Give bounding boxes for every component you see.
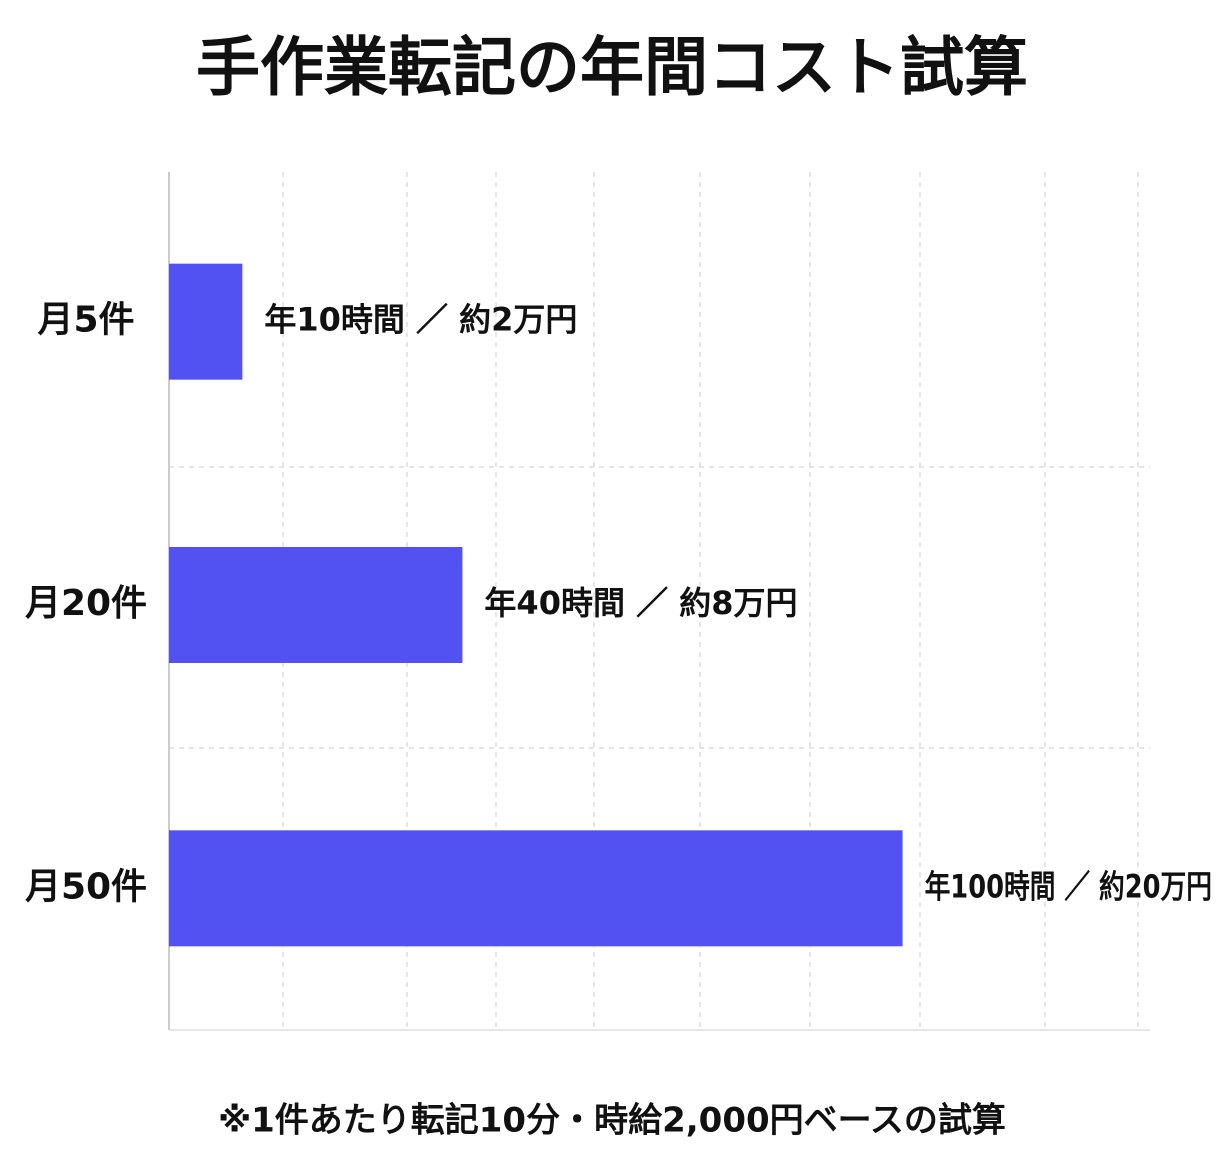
y-tick-label: 月5件: [37, 300, 134, 341]
y-tick-label: 月20件: [25, 583, 147, 624]
footnote: ※1件あたり転記10分・時給2,000円ベースの試算: [218, 1101, 1006, 1141]
value-label: 年10時間 ／ 約2万円: [264, 301, 577, 339]
value-label: 年40時間 ／ 約8万円: [484, 584, 797, 622]
bar: [169, 263, 243, 380]
chart-title: 手作業転記の年間コスト試算: [196, 32, 1028, 106]
bar: [169, 547, 463, 663]
value-label: 年100時間 ／ 約20万円: [925, 867, 1212, 905]
y-tick-label: 月50件: [25, 866, 147, 907]
bar: [169, 830, 903, 947]
